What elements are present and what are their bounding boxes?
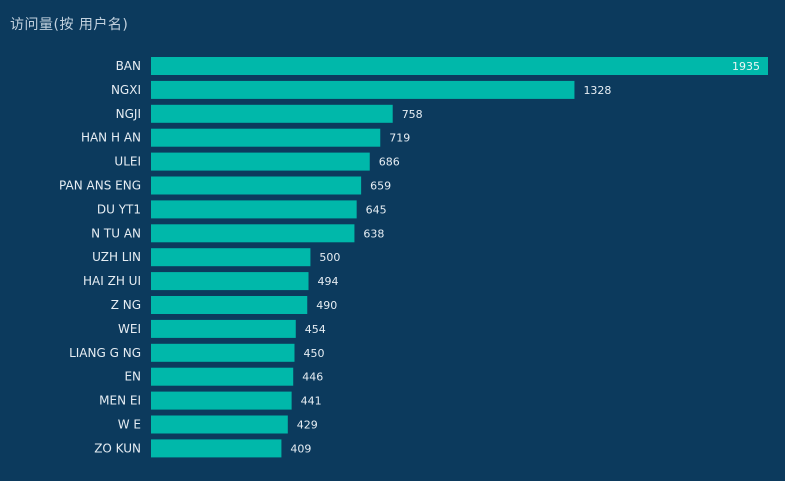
data-label: 441 (301, 395, 322, 408)
data-label: 409 (290, 442, 311, 455)
bar[interactable] (151, 367, 294, 386)
bar[interactable] (151, 296, 308, 314)
category-label: MEN EI (99, 394, 141, 408)
data-label: 719 (389, 132, 410, 145)
category-label: ULEI (114, 155, 141, 169)
bar[interactable] (151, 224, 355, 243)
category-label: BAN (116, 59, 141, 73)
bar[interactable] (151, 152, 370, 171)
category-label: UZH LIN (92, 250, 141, 264)
category-label: HAN H AN (81, 131, 141, 145)
data-label: 446 (302, 371, 323, 384)
data-label: 645 (366, 203, 387, 216)
category-label: HAI ZH UI (83, 274, 141, 288)
bar[interactable] (151, 128, 381, 147)
bar[interactable] (151, 343, 295, 362)
category-label: ZO KUN (94, 441, 141, 455)
data-label: 450 (303, 347, 324, 360)
data-label: 1935 (732, 60, 760, 73)
data-label: 429 (297, 419, 318, 432)
category-label: N TU AN (91, 226, 141, 240)
data-label: 686 (379, 156, 400, 169)
bar[interactable] (151, 415, 288, 434)
bar[interactable] (151, 391, 292, 410)
data-label: 758 (402, 108, 423, 121)
data-label: 490 (316, 299, 337, 312)
category-label: PAN ANS ENG (59, 179, 141, 193)
category-label: NGXI (111, 83, 141, 97)
bar[interactable] (151, 57, 768, 75)
bar[interactable] (151, 176, 362, 195)
data-label: 638 (363, 227, 384, 240)
category-label: EN (124, 370, 141, 384)
bar[interactable] (151, 104, 393, 123)
data-label: 500 (319, 251, 340, 264)
category-label: WEI (118, 322, 141, 336)
bar[interactable] (151, 248, 311, 267)
category-label: DU YT1 (97, 202, 141, 216)
data-label: 1328 (583, 84, 611, 97)
data-label: 454 (305, 323, 326, 336)
bar[interactable] (151, 200, 357, 219)
bar[interactable] (151, 272, 309, 291)
bar[interactable] (151, 439, 282, 458)
category-label: W E (118, 418, 141, 432)
category-label: LIANG G NG (69, 346, 141, 360)
category-label: Z NG (111, 298, 141, 312)
bar[interactable] (151, 319, 296, 338)
chart-title: 访问量(按 用户名) (10, 17, 129, 33)
bar[interactable] (151, 80, 575, 99)
category-label: NGJI (116, 107, 141, 121)
data-label: 659 (370, 180, 391, 193)
data-label: 494 (318, 275, 339, 288)
